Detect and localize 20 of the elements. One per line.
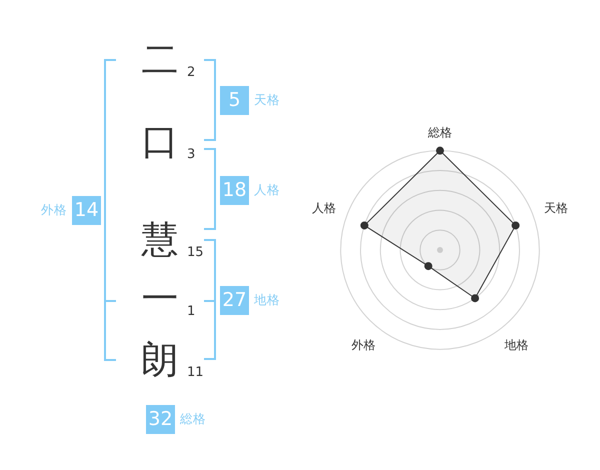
category-label: 朗 xyxy=(140,337,180,383)
data-label: 3 xyxy=(187,146,196,164)
spoke-label: 人格 xyxy=(312,201,336,216)
text: 外格 14 xyxy=(41,198,100,222)
data-label: 15 xyxy=(187,244,204,262)
category-label: 二 xyxy=(140,37,180,83)
text: 18 人格 xyxy=(221,178,280,202)
category-label: 口 xyxy=(140,119,180,165)
data-label: 2 xyxy=(187,64,196,82)
spoke-label: 地格 xyxy=(503,338,528,352)
spoke-label: 天格 xyxy=(544,201,568,216)
data-label: 11 xyxy=(187,364,204,382)
category-label: 一 xyxy=(140,276,180,322)
text: 5 天格 xyxy=(227,88,280,112)
text: 32 総格 xyxy=(147,406,206,432)
spoke-label: 外格 xyxy=(352,338,376,352)
text: 27 地格 xyxy=(221,288,280,312)
data-label: 1 xyxy=(187,303,196,321)
category-label: 慧 xyxy=(140,217,180,263)
spoke-label: 総格 xyxy=(427,126,452,140)
